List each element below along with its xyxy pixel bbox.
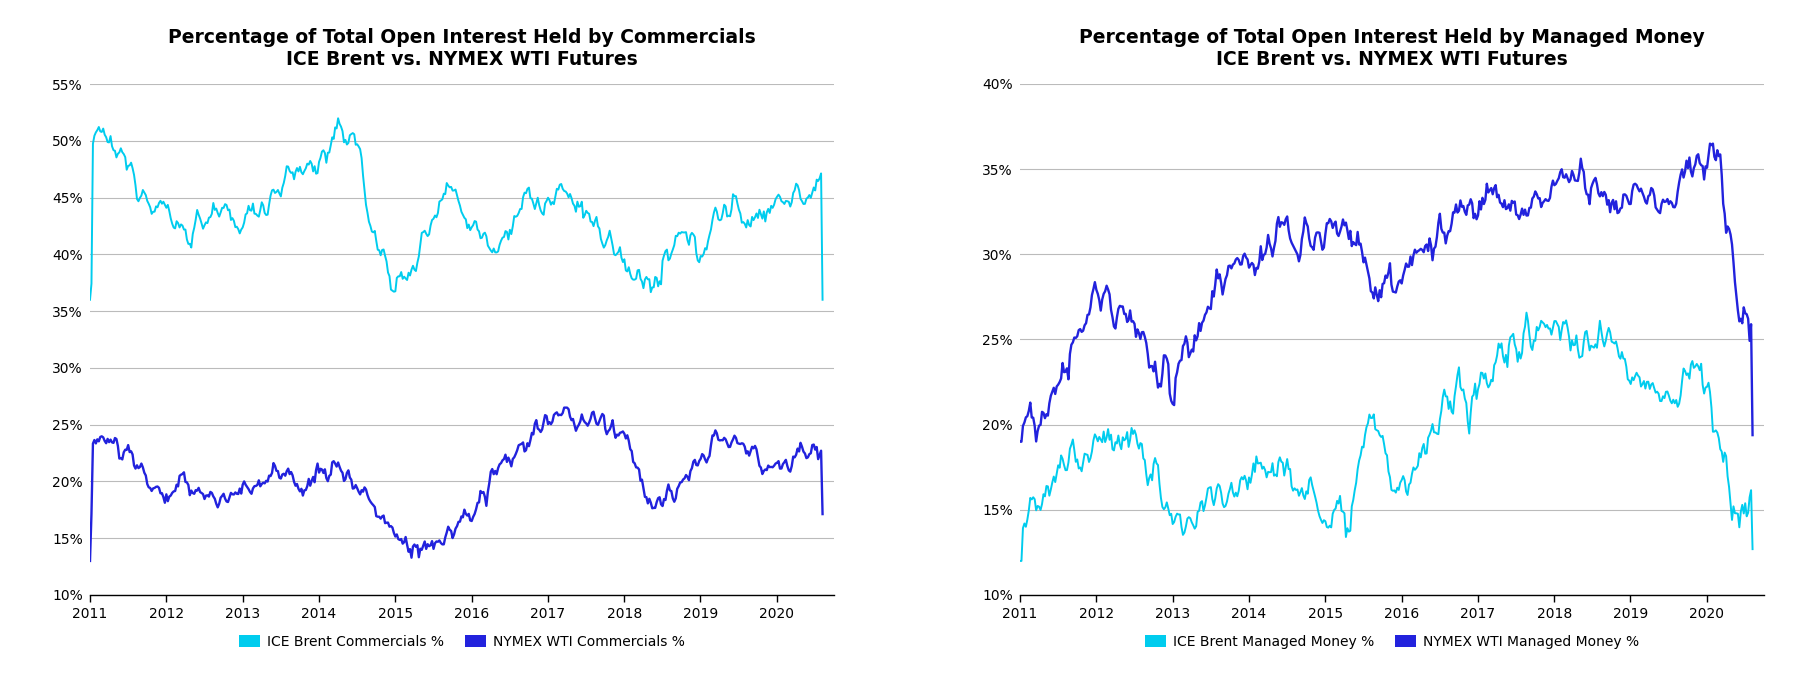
- Title: Percentage of Total Open Interest Held by Managed Money
ICE Brent vs. NYMEX WTI : Percentage of Total Open Interest Held b…: [1080, 27, 1705, 69]
- Title: Percentage of Total Open Interest Held by Commercials
ICE Brent vs. NYMEX WTI Fu: Percentage of Total Open Interest Held b…: [167, 27, 756, 69]
- Legend: ICE Brent Commercials %, NYMEX WTI Commercials %: ICE Brent Commercials %, NYMEX WTI Comme…: [234, 629, 689, 655]
- Legend: ICE Brent Managed Money %, NYMEX WTI Managed Money %: ICE Brent Managed Money %, NYMEX WTI Man…: [1139, 629, 1645, 655]
